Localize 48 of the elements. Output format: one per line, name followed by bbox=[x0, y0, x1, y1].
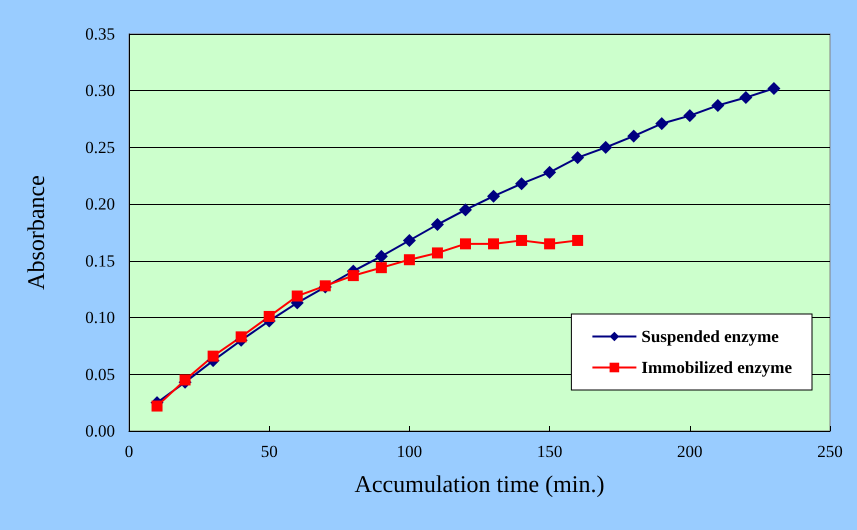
point bbox=[487, 190, 500, 203]
point bbox=[432, 247, 443, 258]
point bbox=[402, 234, 416, 247]
y-axis-title: Absorbance bbox=[24, 175, 50, 290]
point bbox=[292, 290, 303, 302]
x-tick-label: 50 bbox=[260, 442, 278, 461]
y-tick-label: 0.00 bbox=[85, 422, 115, 440]
legend-label: Immobilized enzyme bbox=[641, 358, 792, 377]
point bbox=[516, 234, 528, 246]
point bbox=[208, 350, 219, 362]
y-tick-label: 0.35 bbox=[85, 24, 115, 44]
point bbox=[458, 203, 472, 216]
point bbox=[572, 234, 584, 246]
y-tick-label: 0.30 bbox=[85, 81, 115, 100]
legend-label: Suspended enzyme bbox=[641, 327, 780, 346]
point bbox=[515, 177, 528, 190]
point bbox=[180, 374, 191, 386]
point bbox=[488, 238, 500, 250]
point bbox=[683, 109, 696, 122]
point bbox=[655, 117, 668, 130]
point bbox=[571, 151, 584, 164]
point bbox=[152, 400, 163, 412]
point bbox=[627, 130, 640, 143]
x-tick-label: 0 bbox=[124, 442, 134, 461]
y-tick-label: 0.10 bbox=[85, 308, 115, 328]
point bbox=[236, 331, 247, 342]
x-tick-label: 250 bbox=[817, 442, 843, 461]
point bbox=[767, 82, 780, 95]
point bbox=[376, 262, 387, 274]
point bbox=[348, 270, 359, 282]
point bbox=[404, 254, 415, 266]
y-tick-label: 0.15 bbox=[85, 251, 115, 270]
point bbox=[739, 91, 752, 104]
y-tick-label: 0.05 bbox=[85, 364, 115, 384]
point bbox=[711, 98, 724, 112]
point bbox=[374, 250, 388, 263]
y-tick-label: 0.20 bbox=[85, 194, 115, 214]
point bbox=[599, 140, 612, 154]
x-tick-label: 100 bbox=[396, 442, 422, 461]
point bbox=[543, 166, 556, 179]
y-tick-label: 0.25 bbox=[85, 138, 115, 157]
x-axis-title: Accumulation time (min.) bbox=[354, 472, 604, 498]
point bbox=[544, 238, 556, 250]
x-tick-label: 200 bbox=[677, 442, 703, 461]
x-tick-label: 150 bbox=[536, 442, 562, 461]
point bbox=[264, 310, 275, 322]
point bbox=[460, 238, 471, 250]
point bbox=[430, 218, 444, 232]
